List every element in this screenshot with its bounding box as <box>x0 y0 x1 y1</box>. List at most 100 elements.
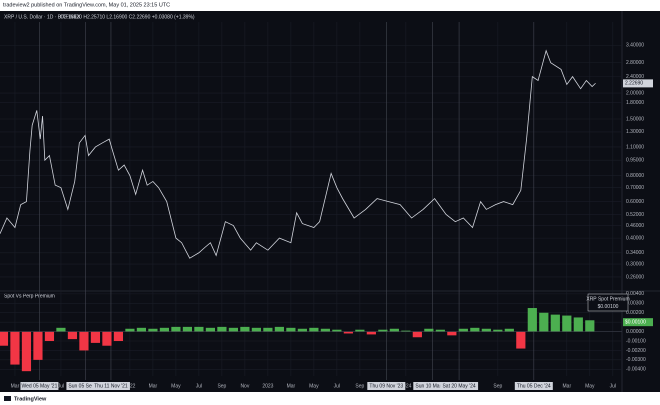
y-tick-label: 3.40000 <box>626 43 644 49</box>
premium-bar <box>550 314 560 332</box>
x-tick-label: Sep <box>355 383 364 389</box>
logo-icon <box>4 396 11 401</box>
premium-bar <box>171 326 181 332</box>
premium-bar <box>470 327 480 332</box>
marker-label-bg <box>91 382 130 390</box>
x-tick-label: Mar <box>11 383 20 389</box>
x-tick-label: Jul <box>196 383 202 389</box>
y-tick-label: -0.00400 <box>626 367 646 373</box>
premium-bar <box>493 329 503 332</box>
premium-bar <box>56 327 66 332</box>
premium-bar <box>33 331 43 360</box>
marker-label-bg <box>367 382 406 390</box>
y-tick-label: 0.70000 <box>626 185 644 191</box>
premium-bar <box>343 331 353 334</box>
premium-bar <box>516 331 526 349</box>
y-tick-label: 0.26000 <box>626 274 644 280</box>
premium-bar <box>435 329 445 332</box>
x-tick-label: Jul <box>610 383 616 389</box>
premium-bar <box>297 328 307 332</box>
y-tick-label: 0.40000 <box>626 235 644 241</box>
premium-bar <box>228 327 238 332</box>
marker-label: Sat 20 May '24 <box>442 383 475 389</box>
y-tick-label: 0.00200 <box>626 310 644 316</box>
premium-bar <box>251 327 261 332</box>
y-tick-label: 2.00000 <box>626 90 644 96</box>
marker-label-bg <box>413 382 452 390</box>
y-tick-label: 0.34000 <box>626 250 644 256</box>
x-tick-label: May <box>585 383 595 389</box>
x-tick-label: Mar <box>287 383 296 389</box>
premium-bar <box>10 331 20 365</box>
premium-bar <box>585 320 595 332</box>
premium-bar <box>309 327 319 332</box>
x-tick-label: 2023 <box>262 383 273 389</box>
premium-bar <box>274 326 284 332</box>
y-tick-label: 1.10000 <box>626 144 644 150</box>
y-tick-label: 0.95000 <box>626 157 644 163</box>
premium-bar <box>67 331 78 340</box>
y-tick-label: 0.80000 <box>626 173 644 179</box>
footer-logo[interactable]: TradingView <box>14 396 47 402</box>
x-tick-label: Sep <box>493 383 502 389</box>
y-tick-label: 2.80000 <box>626 60 644 66</box>
y-tick-label: -0.00200 <box>626 348 646 354</box>
y-tick-label: 0.00300 <box>626 301 644 307</box>
last-price-tag-bg <box>623 79 653 88</box>
marker-label: Wed 05 May '21 <box>21 383 57 389</box>
premium-bar <box>0 331 9 346</box>
premium-bar <box>148 328 158 332</box>
premium-bar <box>21 331 32 372</box>
x-tick-label: 2024 <box>400 383 411 389</box>
legend-value: $0.00100 <box>598 304 619 310</box>
legend-box <box>587 293 629 312</box>
y-tick-label: 0.60000 <box>626 199 644 205</box>
premium-bar <box>355 329 365 332</box>
value-tag-bg <box>623 318 653 327</box>
marker-label: Thu 11 Nov '21 <box>94 383 128 389</box>
y-tick-label: -0.00300 <box>626 357 646 363</box>
premium-bar <box>458 328 468 332</box>
price-line <box>0 49 596 259</box>
premium-bar <box>332 329 342 332</box>
premium-bar <box>44 331 55 342</box>
marker-label: Thu 05 Dec '24 <box>517 383 551 389</box>
indicator-title: Spot Vs Perp Premium <box>4 293 55 299</box>
y-tick-label: 0.00000 <box>626 329 644 335</box>
x-tick-label: May <box>309 383 319 389</box>
y-tick-label: 0.52000 <box>626 212 644 218</box>
premium-bar <box>562 315 572 332</box>
premium-bar <box>205 327 215 332</box>
value-tag: $0.00100 <box>625 319 646 325</box>
marker-label: Thu 09 Nov '23 <box>369 383 403 389</box>
attribution: tradeview2 published on TradingView.com,… <box>3 2 170 8</box>
premium-bar <box>424 328 434 332</box>
premium-bar <box>389 328 399 332</box>
y-tick-label: -0.00100 <box>626 338 646 344</box>
x-tick-label: Nov <box>240 383 249 389</box>
x-tick-label: Mar <box>563 383 572 389</box>
x-tick-label: 2022 <box>124 383 135 389</box>
y-tick-label: 1.50000 <box>626 116 644 122</box>
x-tick-label: Jul <box>58 383 64 389</box>
premium-bar <box>573 317 583 332</box>
x-tick-label: Jul <box>334 383 340 389</box>
y-tick-label: 2.40000 <box>626 74 644 80</box>
premium-bar <box>79 331 89 351</box>
marker-label-bg <box>66 382 105 390</box>
premium-bar <box>125 328 135 332</box>
marker-label-bg <box>20 382 59 390</box>
x-tick-label: Mar <box>149 383 158 389</box>
premium-bar <box>182 326 193 332</box>
premium-bar <box>481 328 491 332</box>
x-tick-label: Sep <box>217 383 226 389</box>
premium-bar <box>366 331 376 335</box>
y-tick-label: 0.30000 <box>626 261 644 267</box>
premium-bar <box>102 331 112 346</box>
premium-bar <box>90 331 101 343</box>
premium-bar <box>527 308 537 332</box>
premium-bar <box>447 331 457 336</box>
premium-bar <box>320 328 330 332</box>
y-tick-label: 1.30000 <box>626 129 644 135</box>
